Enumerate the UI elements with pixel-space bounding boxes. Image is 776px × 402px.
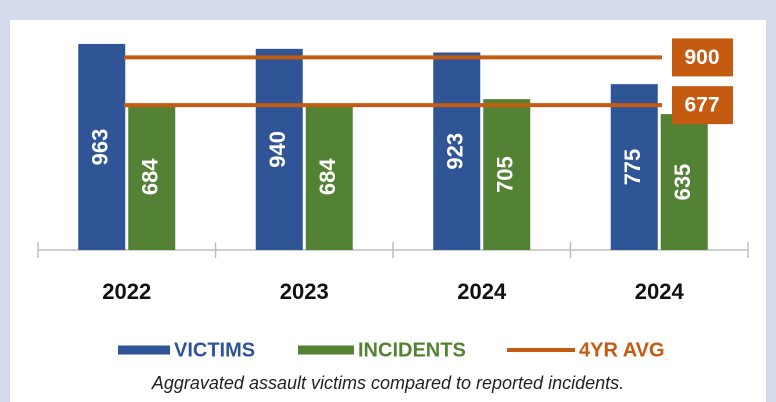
average-label: 677 (684, 94, 719, 117)
bar (483, 99, 531, 250)
value-label: 684 (138, 158, 163, 195)
legend-label: 4YR AVG (579, 339, 665, 361)
average-box (672, 38, 733, 77)
value-label: 684 (315, 158, 340, 195)
average-box (672, 86, 733, 125)
legend-swatch (298, 345, 354, 355)
legend-label: INCIDENTS (358, 339, 466, 361)
average-label: 900 (684, 46, 719, 69)
value-label: 635 (670, 164, 695, 201)
legend-label: VICTIMS (174, 339, 255, 361)
x-tick-label: 2022 (102, 279, 151, 304)
bar (305, 103, 353, 251)
bar (255, 48, 303, 251)
x-tick-label: 2024 (635, 279, 685, 304)
value-label: 940 (265, 131, 290, 168)
legend-swatch (118, 345, 170, 355)
x-tick-label: 2023 (280, 279, 329, 304)
value-label: 923 (443, 133, 468, 170)
bar (128, 103, 176, 251)
value-label: 775 (620, 149, 645, 186)
bar (610, 84, 658, 251)
x-tick-label: 2024 (457, 279, 507, 304)
bar (660, 114, 708, 250)
legend-swatch (507, 348, 575, 352)
value-label: 963 (88, 129, 113, 166)
value-label: 705 (493, 156, 518, 193)
caption: Aggravated assault victims compared to r… (151, 373, 624, 393)
bar (433, 52, 481, 251)
bar (78, 43, 126, 250)
